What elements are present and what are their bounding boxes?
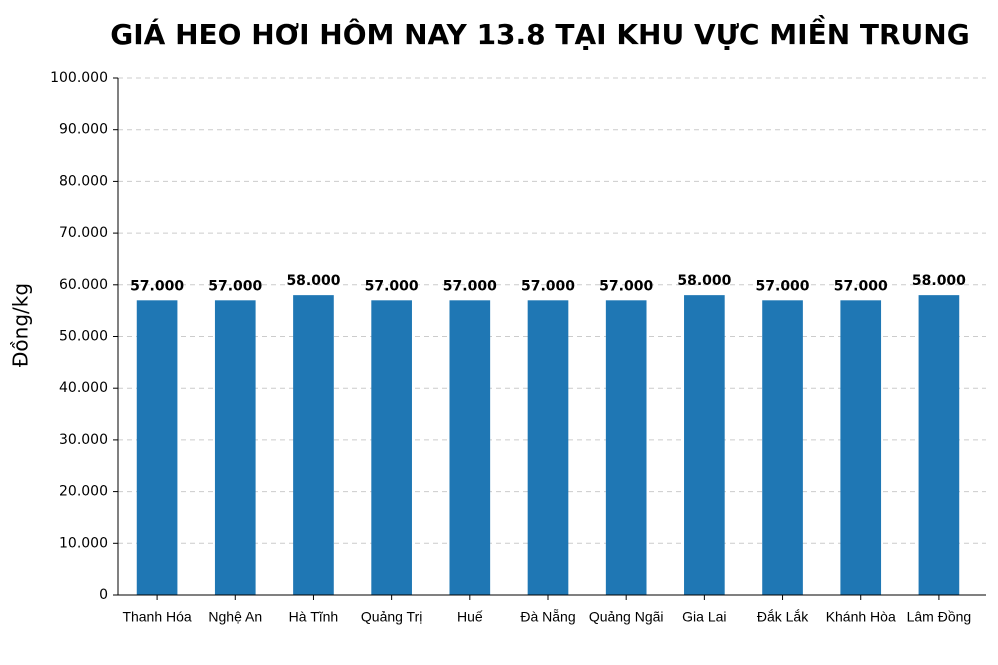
value-label: 57.000: [365, 278, 419, 294]
y-tick-label: 10.000: [59, 535, 108, 551]
x-tick-label: Khánh Hòa: [826, 609, 896, 625]
x-tick-label: Huế: [457, 609, 483, 625]
x-tick-label: Quảng Ngãi: [589, 609, 664, 625]
bar: [371, 300, 412, 595]
x-tick-label: Quảng Trị: [361, 609, 422, 625]
bar: [840, 300, 882, 595]
x-tick-label: Đắk Lắk: [757, 609, 809, 625]
value-label: 57.000: [756, 278, 810, 294]
y-tick-label: 80.000: [59, 173, 108, 189]
y-tick-label: 30.000: [59, 432, 108, 448]
x-tick-label: Đà Nẵng: [520, 609, 575, 625]
x-tick-label: Hà Tĩnh: [289, 609, 339, 625]
value-label: 57.000: [130, 278, 184, 294]
bar: [293, 295, 334, 595]
y-tick-label: 20.000: [59, 484, 108, 500]
value-label: 57.000: [443, 278, 497, 294]
value-label: 57.000: [834, 278, 888, 294]
x-tick-label: Nghệ An: [208, 609, 262, 625]
bar: [762, 300, 803, 595]
bar: [605, 300, 647, 595]
x-tick-label: Thanh Hóa: [122, 609, 191, 625]
x-tick-label: Lâm Đồng: [907, 609, 972, 625]
bar: [527, 300, 569, 595]
y-tick-label: 60.000: [59, 277, 108, 293]
x-tick-label: Gia Lai: [682, 609, 726, 625]
bar: [449, 300, 491, 595]
y-tick-label: 50.000: [59, 329, 108, 345]
value-label: 57.000: [208, 278, 262, 294]
bar: [918, 295, 960, 595]
value-label: 58.000: [912, 273, 966, 289]
y-tick-label: 90.000: [59, 122, 108, 138]
chart-title: GIÁ HEO HƠI HÔM NAY 13.8 TẠI KHU VỰC MIỀ…: [110, 14, 969, 51]
value-label: 58.000: [677, 273, 731, 289]
y-tick-label: 70.000: [59, 225, 108, 241]
value-label: 57.000: [599, 278, 653, 294]
value-label: 58.000: [286, 273, 340, 289]
y-tick-label: 0: [99, 587, 108, 603]
y-tick-label: 100.000: [50, 70, 108, 86]
bar: [214, 300, 256, 595]
bar: [684, 295, 725, 595]
bar: [136, 300, 178, 595]
value-label: 57.000: [521, 278, 575, 294]
y-axis-label: Đồng/kg: [9, 283, 33, 367]
y-tick-label: 40.000: [59, 380, 108, 396]
